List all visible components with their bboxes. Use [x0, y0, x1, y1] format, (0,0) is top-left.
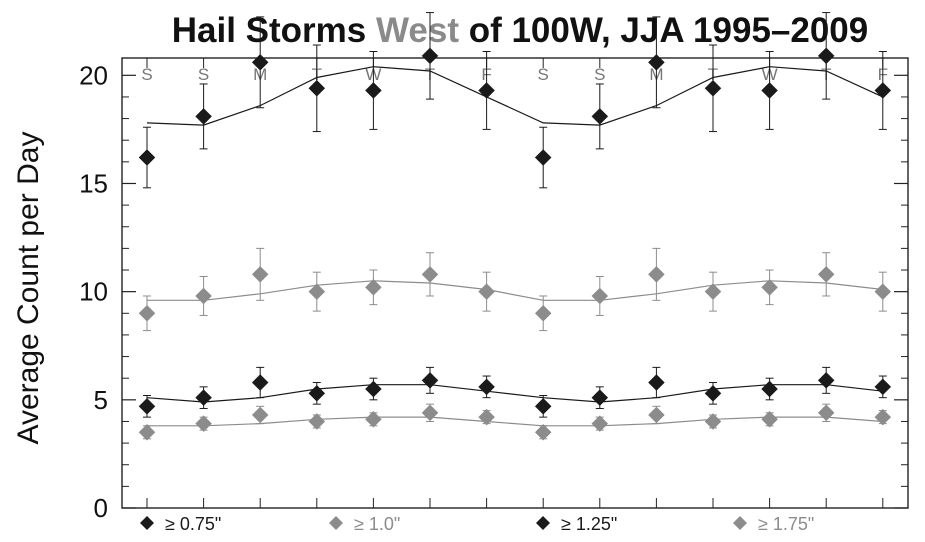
- day-label: S: [141, 65, 152, 84]
- data-point: [251, 374, 269, 391]
- y-tick-label: 20: [79, 60, 108, 90]
- chart-title-part2: West: [376, 11, 459, 50]
- chart-title-part1: Hail Storms: [172, 11, 376, 50]
- data-point: [648, 374, 665, 391]
- data-point: [138, 304, 156, 322]
- data-point: [478, 378, 495, 396]
- fit-curve: [146, 66, 884, 126]
- data-point: [591, 415, 609, 432]
- data-point: [138, 397, 156, 415]
- data-point: [478, 82, 495, 99]
- y-axis-ticks: 0 5 10 15 20: [79, 60, 908, 523]
- data-point: [478, 408, 495, 426]
- data-point: [874, 283, 892, 301]
- data-point: [195, 108, 212, 125]
- fit-curve: [147, 280, 883, 301]
- data-point: [534, 304, 552, 322]
- data-point: [365, 410, 382, 428]
- legend-label: ≥ 0.75": [165, 514, 221, 534]
- fit-curve: [147, 416, 883, 427]
- data-point: [534, 397, 552, 415]
- data-point: [591, 389, 609, 407]
- data-point: [365, 380, 382, 398]
- data-point: [195, 287, 212, 305]
- data-point: [195, 389, 212, 407]
- data-point: [817, 404, 835, 422]
- y-tick-label: 0: [94, 493, 108, 523]
- data-point: [704, 384, 722, 402]
- y-tick-label: 5: [94, 385, 108, 415]
- data-point: [591, 287, 609, 305]
- plot-frame: [121, 57, 909, 509]
- legend-marker: [733, 516, 747, 530]
- data-point: [648, 406, 665, 424]
- data-point: [421, 372, 439, 389]
- data-point: [704, 283, 722, 301]
- data-point: [761, 380, 778, 398]
- data-point: [195, 415, 212, 432]
- data-point: [817, 372, 835, 389]
- legend-label: ≥ 1.75": [758, 514, 814, 534]
- fit-curves: [146, 66, 884, 427]
- data-point: [421, 404, 439, 422]
- data-point: [761, 278, 778, 296]
- fit-curve: [146, 384, 883, 403]
- data-point: [534, 149, 552, 166]
- data-point: [308, 79, 326, 97]
- legend-label: ≥ 1.25": [561, 514, 617, 534]
- data-point: [308, 384, 326, 402]
- data-point: [817, 265, 835, 283]
- data-point: [421, 47, 439, 65]
- data-point: [308, 283, 326, 301]
- legend-marker: [536, 516, 550, 530]
- chart-title-part3: of 100W, JJA 1995–2009: [459, 11, 868, 50]
- data-point: [251, 53, 269, 71]
- y-tick-label: 15: [79, 168, 108, 198]
- legend-label: ≥ 1.0": [354, 514, 400, 534]
- data-point: [704, 79, 722, 97]
- data-point: [874, 408, 892, 426]
- data-point: [874, 378, 892, 396]
- day-label: S: [538, 65, 549, 84]
- y-tick-label: 10: [79, 277, 108, 307]
- data-point: [251, 265, 269, 283]
- data-point: [478, 283, 495, 301]
- chart-title: Hail Storms West of 100W, JJA 1995–2009: [172, 11, 869, 50]
- data-point: [251, 406, 269, 424]
- day-label: S: [198, 65, 209, 84]
- data-point: [761, 82, 778, 99]
- data-point: [817, 47, 835, 65]
- data-point: [421, 265, 439, 283]
- data-point: [704, 413, 722, 430]
- data-point: [874, 82, 892, 99]
- legend-marker: [140, 516, 154, 530]
- data-point: [534, 423, 552, 441]
- legend: ≥ 0.75" ≥ 1.0" ≥ 1.25" ≥ 1.75": [140, 514, 814, 534]
- data-point: [591, 108, 609, 125]
- day-label: S: [594, 65, 605, 84]
- y-axis-label: Average Count per Day: [12, 132, 45, 445]
- data-markers: [138, 47, 892, 441]
- data-point: [365, 278, 382, 296]
- data-point: [138, 149, 156, 166]
- legend-marker: [329, 516, 343, 530]
- data-point: [308, 413, 326, 430]
- data-point: [648, 265, 665, 283]
- data-point: [138, 423, 156, 441]
- data-point: [365, 82, 382, 99]
- data-point: [648, 53, 665, 71]
- data-point: [761, 410, 778, 428]
